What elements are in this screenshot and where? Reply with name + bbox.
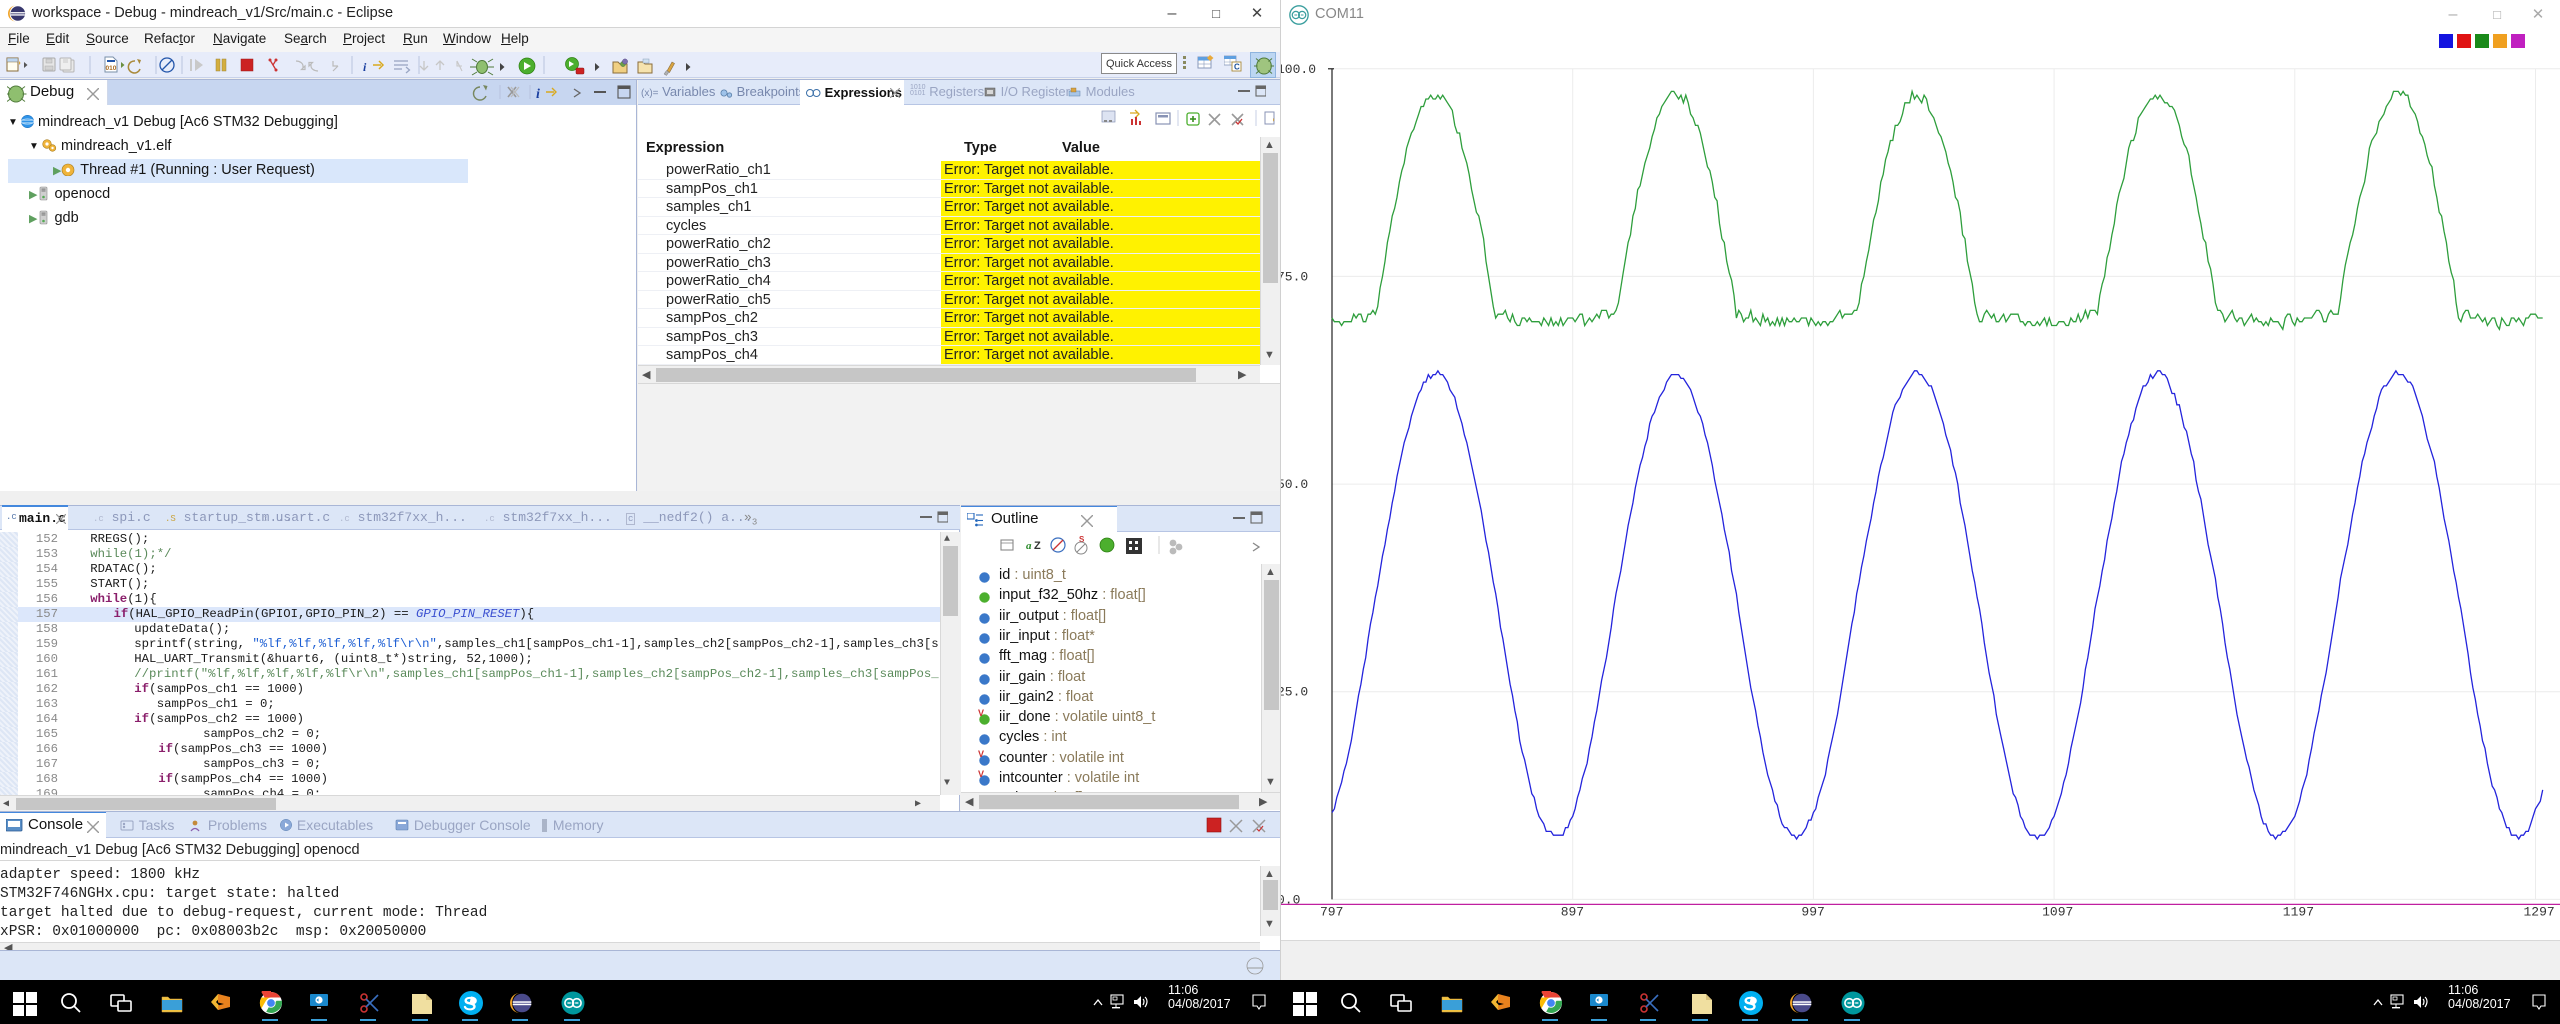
svg-text:797: 797 (1320, 904, 1343, 919)
svg-text:897: 897 (1561, 904, 1584, 919)
svg-text:1197: 1197 (2283, 904, 2314, 919)
svg-text:1297: 1297 (2524, 904, 2555, 919)
svg-text:Z: Z (1034, 540, 1041, 552)
svg-text:75.0: 75.0 (1281, 269, 1308, 284)
svg-text:100.0: 100.0 (1281, 62, 1316, 77)
svg-text:010: 010 (106, 65, 117, 72)
svg-text:a: a (1026, 540, 1032, 552)
svg-text:25.0: 25.0 (1281, 685, 1308, 700)
svg-text:i: i (363, 60, 367, 74)
svg-text:1097: 1097 (2042, 904, 2073, 919)
svg-text:0.0: 0.0 (1281, 892, 1300, 907)
svg-text:C: C (1234, 63, 1240, 72)
svg-text:i: i (536, 87, 540, 102)
svg-text:50.0: 50.0 (1281, 477, 1308, 492)
svg-text:997: 997 (1801, 904, 1824, 919)
